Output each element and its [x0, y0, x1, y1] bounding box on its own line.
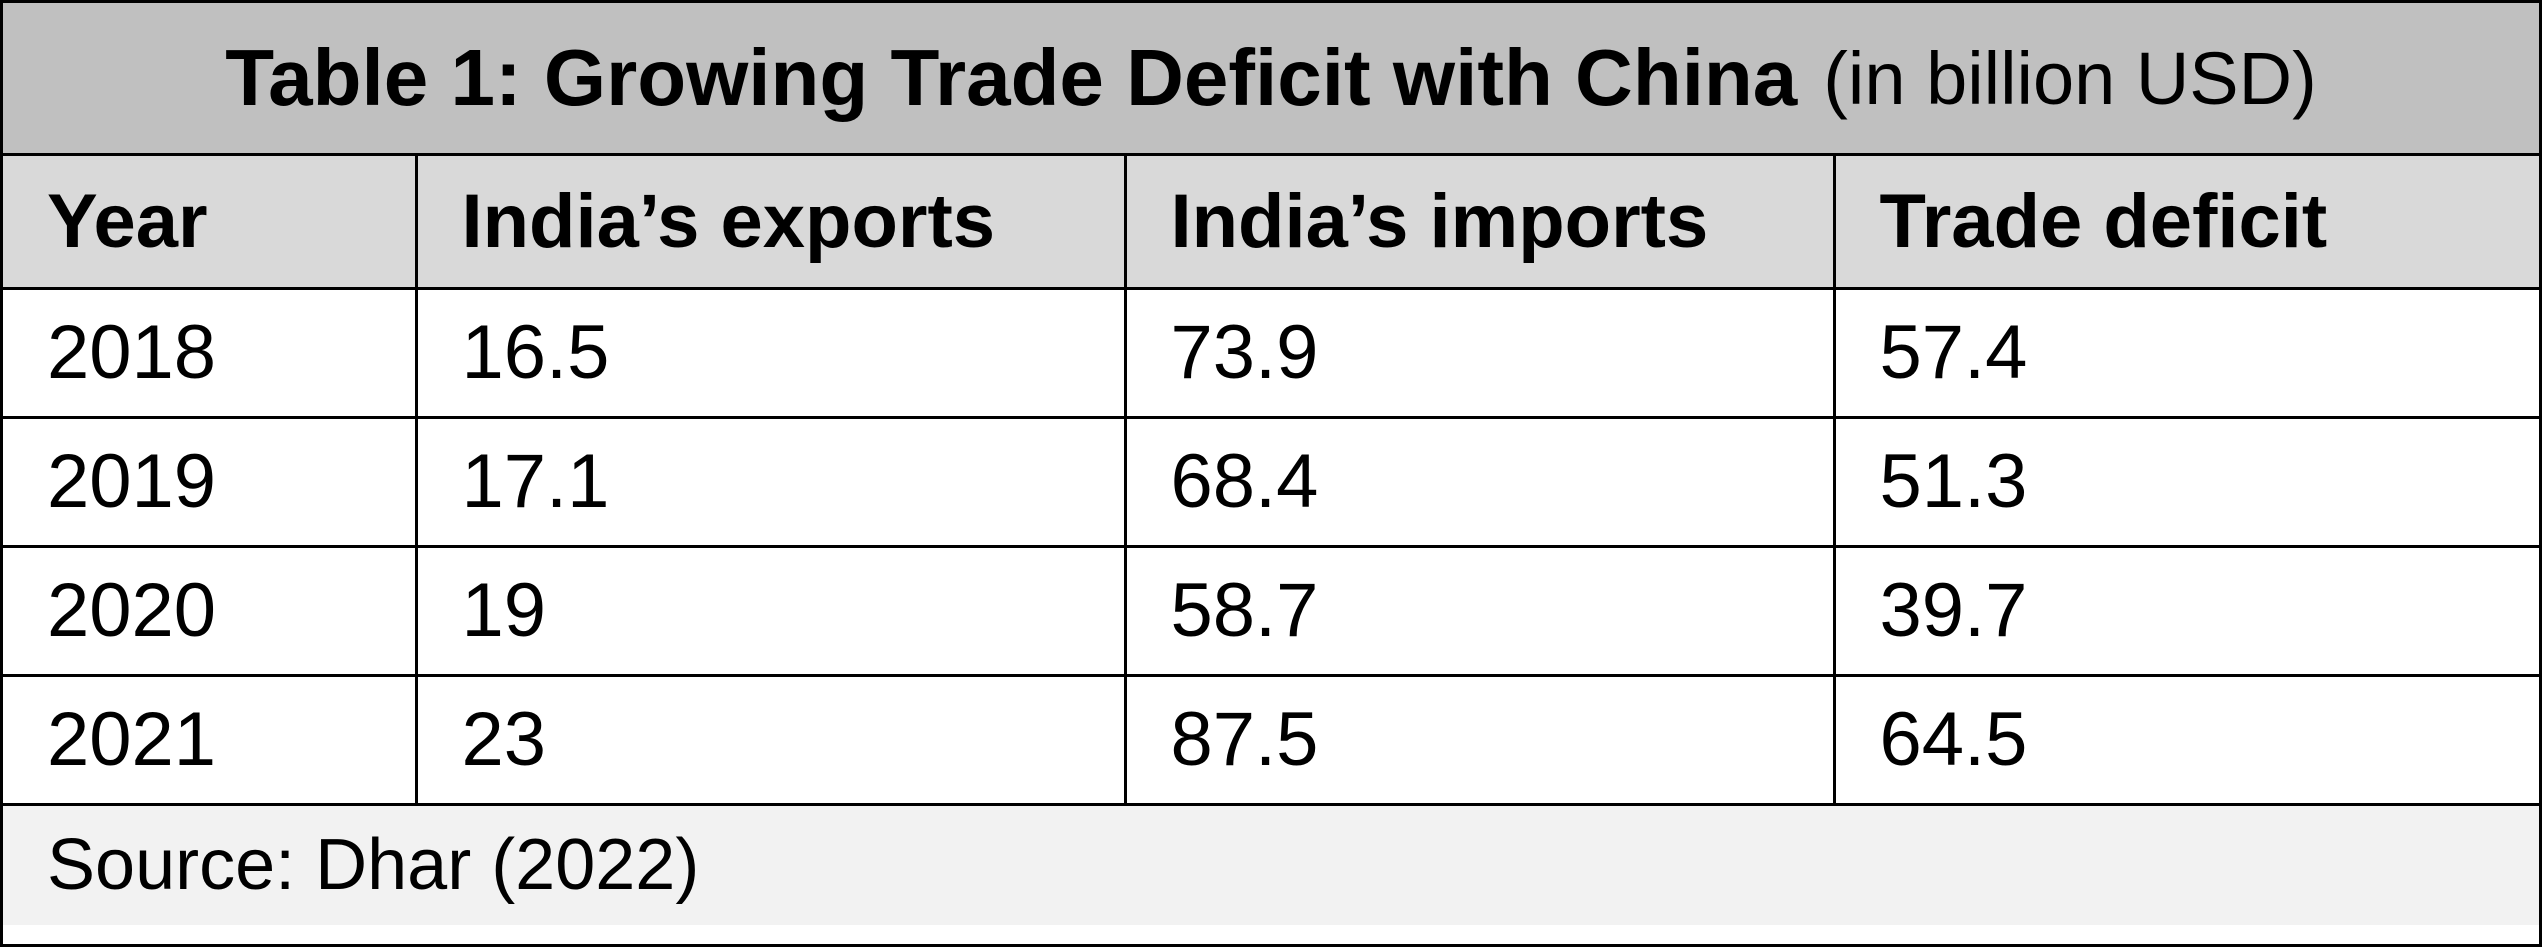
cell-deficit: 51.3: [1834, 417, 2539, 548]
cell-exports: 16.5: [416, 288, 1127, 419]
header-year: Year: [3, 156, 418, 290]
cell-imports: 73.9: [1125, 288, 1836, 419]
cell-year: 2020: [3, 546, 418, 677]
cell-imports: 87.5: [1125, 675, 1836, 806]
cell-year: 2021: [3, 675, 418, 806]
cell-exports: 19: [416, 546, 1127, 677]
cell-deficit: 64.5: [1834, 675, 2539, 806]
header-row: Year India’s exports India’s imports Tra…: [3, 156, 2539, 290]
cell-year: 2018: [3, 288, 418, 419]
trade-table: Year India’s exports India’s imports Tra…: [3, 156, 2539, 806]
table-unit: (in billion USD): [1823, 36, 2317, 120]
cell-deficit: 57.4: [1834, 288, 2539, 419]
table-row: 2019 17.1 68.4 51.3: [3, 417, 2539, 548]
cell-exports: 17.1: [416, 417, 1127, 548]
cell-year: 2019: [3, 417, 418, 548]
cell-imports: 58.7: [1125, 546, 1836, 677]
table-row: 2021 23 87.5 64.5: [3, 675, 2539, 806]
cell-deficit: 39.7: [1834, 546, 2539, 677]
table-title: Table 1: Growing Trade Deficit with Chin…: [225, 33, 1798, 122]
table-row: 2020 19 58.7 39.7: [3, 546, 2539, 677]
table-title-bar: Table 1: Growing Trade Deficit with Chin…: [3, 3, 2539, 156]
header-deficit: Trade deficit: [1834, 156, 2539, 290]
header-imports: India’s imports: [1125, 156, 1836, 290]
cell-exports: 23: [416, 675, 1127, 806]
cell-imports: 68.4: [1125, 417, 1836, 548]
source-note: Source: Dhar (2022): [3, 805, 2539, 925]
table-row: 2018 16.5 73.9 57.4: [3, 288, 2539, 419]
header-exports: India’s exports: [416, 156, 1127, 290]
